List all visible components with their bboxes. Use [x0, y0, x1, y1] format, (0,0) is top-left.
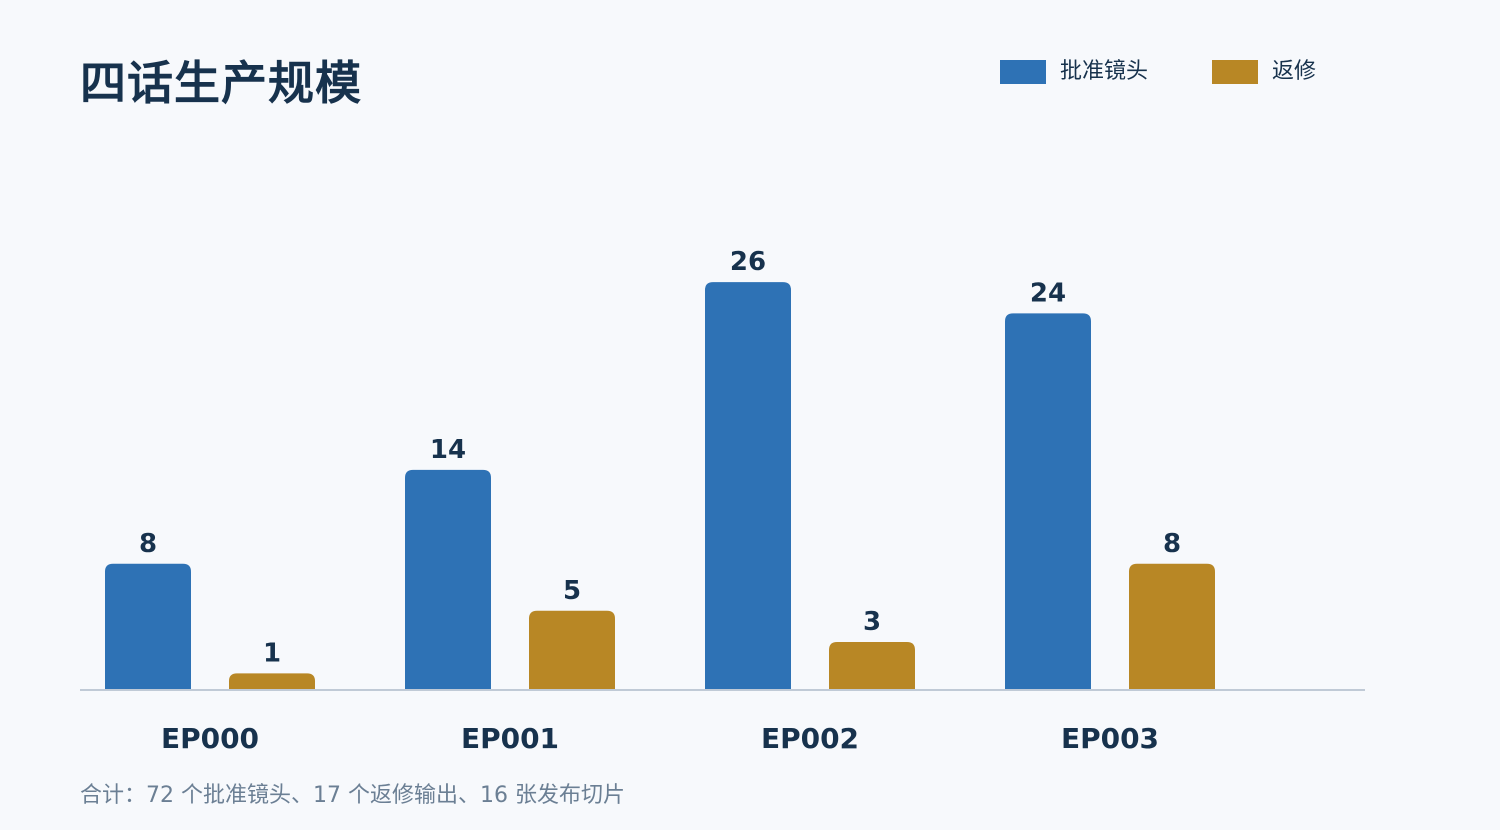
labels-group: 8 1 EP000 14 5 EP001 26 3 EP002 24 8 EP003	[139, 247, 1181, 755]
data-label-ep001-series-1: 5	[563, 576, 581, 606]
data-label-ep001-series-0: 14	[430, 435, 466, 465]
legend-swatch-revisions	[1212, 60, 1259, 84]
bar-ep003-series-1	[1129, 563, 1215, 689]
bar-ep000-series-0	[105, 563, 191, 689]
data-label-ep003-series-1: 8	[1163, 529, 1181, 559]
legend-label-revisions: 返修	[1272, 59, 1317, 84]
page-title: 四话生产规模	[80, 56, 362, 110]
summary-footnote: 合计：72 个批准镜头、17 个返修输出、16 张发布切片	[80, 783, 625, 808]
data-label-ep000-series-0: 8	[139, 529, 157, 559]
legend-label-approved-shots: 批准镜头	[1060, 59, 1149, 84]
bar-ep000-series-1	[229, 673, 315, 689]
data-label-ep002-series-0: 26	[730, 247, 766, 277]
data-label-ep000-series-1: 1	[263, 638, 281, 668]
bar-ep001-series-0	[405, 469, 491, 689]
data-label-ep002-series-1: 3	[863, 607, 881, 637]
bars-group	[105, 282, 1215, 689]
legend-item-revisions: 返修	[1212, 60, 1316, 84]
x-tick-label-ep003: EP003	[1061, 722, 1159, 755]
x-tick-label-ep000: EP000	[161, 722, 259, 755]
bar-ep003-series-0	[1005, 313, 1091, 689]
legend-swatch-approved-shots	[1000, 60, 1046, 84]
x-tick-label-ep002: EP002	[761, 722, 859, 755]
bar-ep002-series-1	[829, 642, 915, 689]
x-tick-label-ep001: EP001	[461, 722, 559, 755]
bar-ep002-series-0	[705, 282, 791, 689]
chart-legend: 批准镜头 返修	[1000, 60, 1380, 84]
legend-item-approved-shots: 批准镜头	[1000, 60, 1148, 84]
bar-ep001-series-1	[529, 610, 615, 689]
data-label-ep003-series-0: 24	[1030, 278, 1066, 308]
